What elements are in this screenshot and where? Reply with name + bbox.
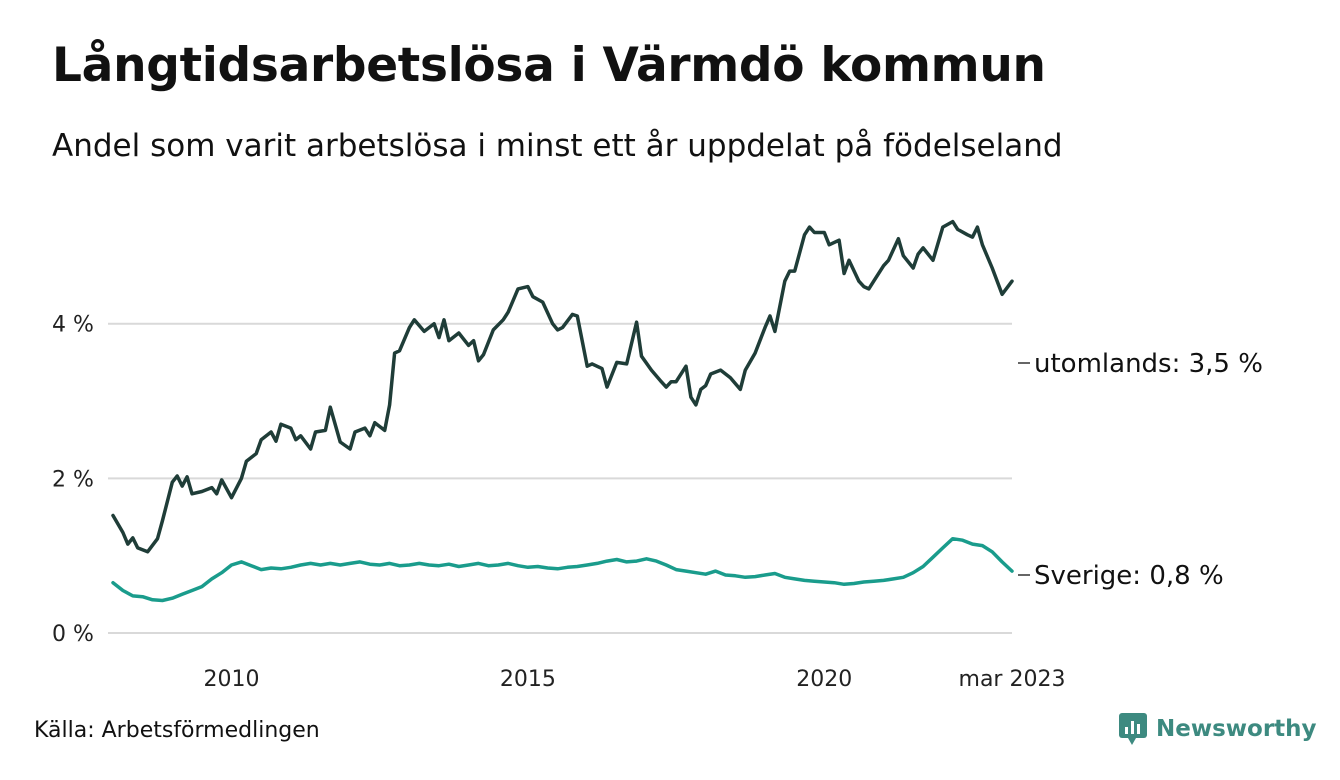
series-line-sverige <box>111 536 1014 603</box>
source-note: Källa: Arbetsförmedlingen <box>34 718 320 743</box>
x-tick-label: 2020 <box>796 667 852 692</box>
newsworthy-icon <box>1119 713 1147 745</box>
line-chart: 0 % 2 % 4 % 2010 2015 2020 mar 2023 utomlands: … <box>52 219 1263 692</box>
x-tick-label: mar 2023 <box>959 667 1066 692</box>
chart-title: Långtidsarbetslösa i Värmdö kommun <box>52 38 1046 93</box>
x-tick-label: 2010 <box>204 667 260 692</box>
series-end-label: Sverige: 0,8 % <box>1034 561 1224 591</box>
series-end-label: utomlands: 3,5 % <box>1034 349 1263 379</box>
chart-subtitle: Andel som varit arbetslösa i minst ett å… <box>52 128 1063 164</box>
y-tick-label: 0 % <box>52 622 94 647</box>
series-layer <box>111 219 1014 603</box>
y-tick-label: 2 % <box>52 467 94 492</box>
grid-layer <box>108 322 1012 634</box>
series-line-utomlands <box>111 219 1014 554</box>
x-tick-label: 2015 <box>500 667 556 692</box>
brand-name: Newsworthy <box>1156 716 1317 742</box>
brand-logo[interactable]: Newsworthy <box>1118 712 1317 746</box>
label-layer: 0 % 2 % 4 % 2010 2015 2020 mar 2023 utomlands: … <box>52 313 1263 692</box>
y-tick-label: 4 % <box>52 313 94 338</box>
